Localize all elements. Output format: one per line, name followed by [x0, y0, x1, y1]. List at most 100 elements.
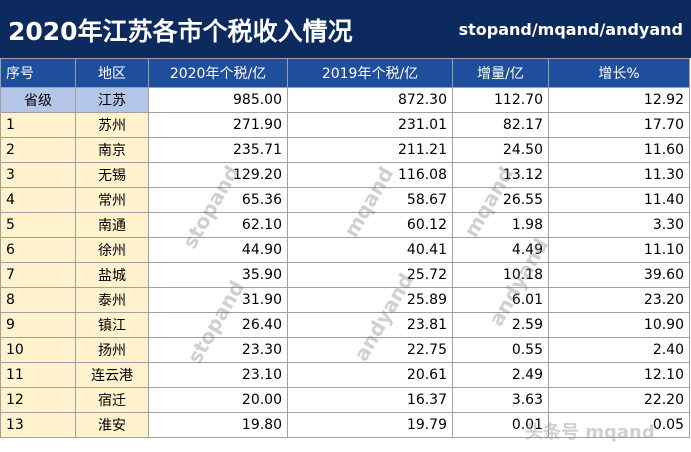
table-row: 2 南京 235.71 211.21 24.50 11.60: [0, 137, 690, 163]
table-cell: 3.63: [452, 387, 549, 413]
table-cell: 12.10: [548, 362, 690, 388]
column-header: 增量/亿: [452, 58, 549, 88]
tax-table: 序号 地区 2020年个税/亿 2019年个税/亿 增量/亿 增长% 省级 江苏 985.00…: [0, 58, 690, 438]
table-cell: 23.10: [148, 362, 288, 388]
table-cell: 235.71: [148, 137, 288, 163]
table-cell: 1: [0, 112, 76, 138]
table-cell: 苏州: [75, 112, 149, 138]
table-cell: 271.90: [148, 112, 288, 138]
table-cell: 2: [0, 137, 76, 163]
table-row: 7 盐城 35.90 25.72 10.18 39.60: [0, 262, 690, 288]
table-cell: 5: [0, 212, 76, 238]
table-cell: 23.81: [287, 312, 453, 338]
table-cell: 40.41: [287, 237, 453, 263]
table-cell: 3: [0, 162, 76, 188]
table-cell: 22.75: [287, 337, 453, 363]
table-cell: 11.60: [548, 137, 690, 163]
table-cell: 16.37: [287, 387, 453, 413]
table-row: 1 苏州 271.90 231.01 82.17 17.70: [0, 112, 690, 138]
table-cell: 11.30: [548, 162, 690, 188]
table-cell: 231.01: [287, 112, 453, 138]
table-cell: 0.05: [548, 412, 690, 438]
table-cell: 12.92: [548, 87, 690, 113]
table-cell: 镇江: [75, 312, 149, 338]
column-header: 地区: [75, 58, 149, 88]
table-cell: 20.00: [148, 387, 288, 413]
table-cell: 10: [0, 337, 76, 363]
table-row: 省级 江苏 985.00 872.30 112.70 12.92: [0, 87, 690, 113]
title-bar: 2020年江苏各市个税收入情况 stopand/mqand/andyand: [0, 0, 691, 58]
table-body: 省级 江苏 985.00 872.30 112.70 12.92 1 苏州 271.90 231.…: [0, 87, 690, 438]
table-cell: 17.70: [548, 112, 690, 138]
table-cell: 11: [0, 362, 76, 388]
table-cell: 24.50: [452, 137, 549, 163]
table-cell: 淮安: [75, 412, 149, 438]
table-cell: 4: [0, 187, 76, 213]
table-row: 13 淮安 19.80 19.79 0.01 0.05: [0, 412, 690, 438]
table-cell: 129.20: [148, 162, 288, 188]
table-cell: 南京: [75, 137, 149, 163]
table-cell: 徐州: [75, 237, 149, 263]
table-cell: 2.49: [452, 362, 549, 388]
column-header: 2020年个税/亿: [148, 58, 288, 88]
table-cell: 13: [0, 412, 76, 438]
table-cell: 31.90: [148, 287, 288, 313]
table-cell: 盐城: [75, 262, 149, 288]
table-cell: 19.80: [148, 412, 288, 438]
subtitle: stopand/mqand/andyand: [458, 20, 683, 39]
table-cell: 常州: [75, 187, 149, 213]
table-cell: 3.30: [548, 212, 690, 238]
table-cell: 9: [0, 312, 76, 338]
column-header: 增长%: [548, 58, 690, 88]
table-cell: 扬州: [75, 337, 149, 363]
table-row: 4 常州 65.36 58.67 26.55 11.40: [0, 187, 690, 213]
table-cell: 26.40: [148, 312, 288, 338]
table-row: 5 南通 62.10 60.12 1.98 3.30: [0, 212, 690, 238]
table-cell: 南通: [75, 212, 149, 238]
table-cell: 8: [0, 287, 76, 313]
table-cell: 江苏: [75, 87, 149, 113]
table-cell: 宿迁: [75, 387, 149, 413]
table-cell: 872.30: [287, 87, 453, 113]
table-cell: 23.20: [548, 287, 690, 313]
table-row: 12 宿迁 20.00 16.37 3.63 22.20: [0, 387, 690, 413]
table-cell: 6: [0, 237, 76, 263]
table-cell: 39.60: [548, 262, 690, 288]
table-cell: 无锡: [75, 162, 149, 188]
table-cell: 25.72: [287, 262, 453, 288]
table-cell: 2.40: [548, 337, 690, 363]
table-cell: 112.70: [452, 87, 549, 113]
table-cell: 泰州: [75, 287, 149, 313]
table-cell: 连云港: [75, 362, 149, 388]
table-cell: 211.21: [287, 137, 453, 163]
table-row: 9 镇江 26.40 23.81 2.59 10.90: [0, 312, 690, 338]
table-cell: 0.01: [452, 412, 549, 438]
table-cell: 985.00: [148, 87, 288, 113]
table-row: 10 扬州 23.30 22.75 0.55 2.40: [0, 337, 690, 363]
column-header: 序号: [0, 58, 76, 88]
header-row: 序号 地区 2020年个税/亿 2019年个税/亿 增量/亿 增长%: [0, 58, 690, 88]
table-cell: 20.61: [287, 362, 453, 388]
table-cell: 44.90: [148, 237, 288, 263]
table-cell: 省级: [0, 87, 76, 113]
table-cell: 19.79: [287, 412, 453, 438]
table-cell: 35.90: [148, 262, 288, 288]
table-cell: 22.20: [548, 387, 690, 413]
table-cell: 11.40: [548, 187, 690, 213]
table-cell: 11.10: [548, 237, 690, 263]
table-cell: 65.36: [148, 187, 288, 213]
column-header: 2019年个税/亿: [287, 58, 453, 88]
table-cell: 82.17: [452, 112, 549, 138]
table-cell: 7: [0, 262, 76, 288]
table-row: 11 连云港 23.10 20.61 2.49 12.10: [0, 362, 690, 388]
watermark: 头条号 mqand: [525, 422, 655, 443]
table-cell: 4.49: [452, 237, 549, 263]
table-cell: 25.89: [287, 287, 453, 313]
table-cell: 12: [0, 387, 76, 413]
table-cell: 10.90: [548, 312, 690, 338]
title: 2020年江苏各市个税收入情况: [8, 17, 353, 46]
table-row: 3 无锡 129.20 116.08 13.12 11.30: [0, 162, 690, 188]
table-cell: 0.55: [452, 337, 549, 363]
table-row: 8 泰州 31.90 25.89 6.01 23.20: [0, 287, 690, 313]
